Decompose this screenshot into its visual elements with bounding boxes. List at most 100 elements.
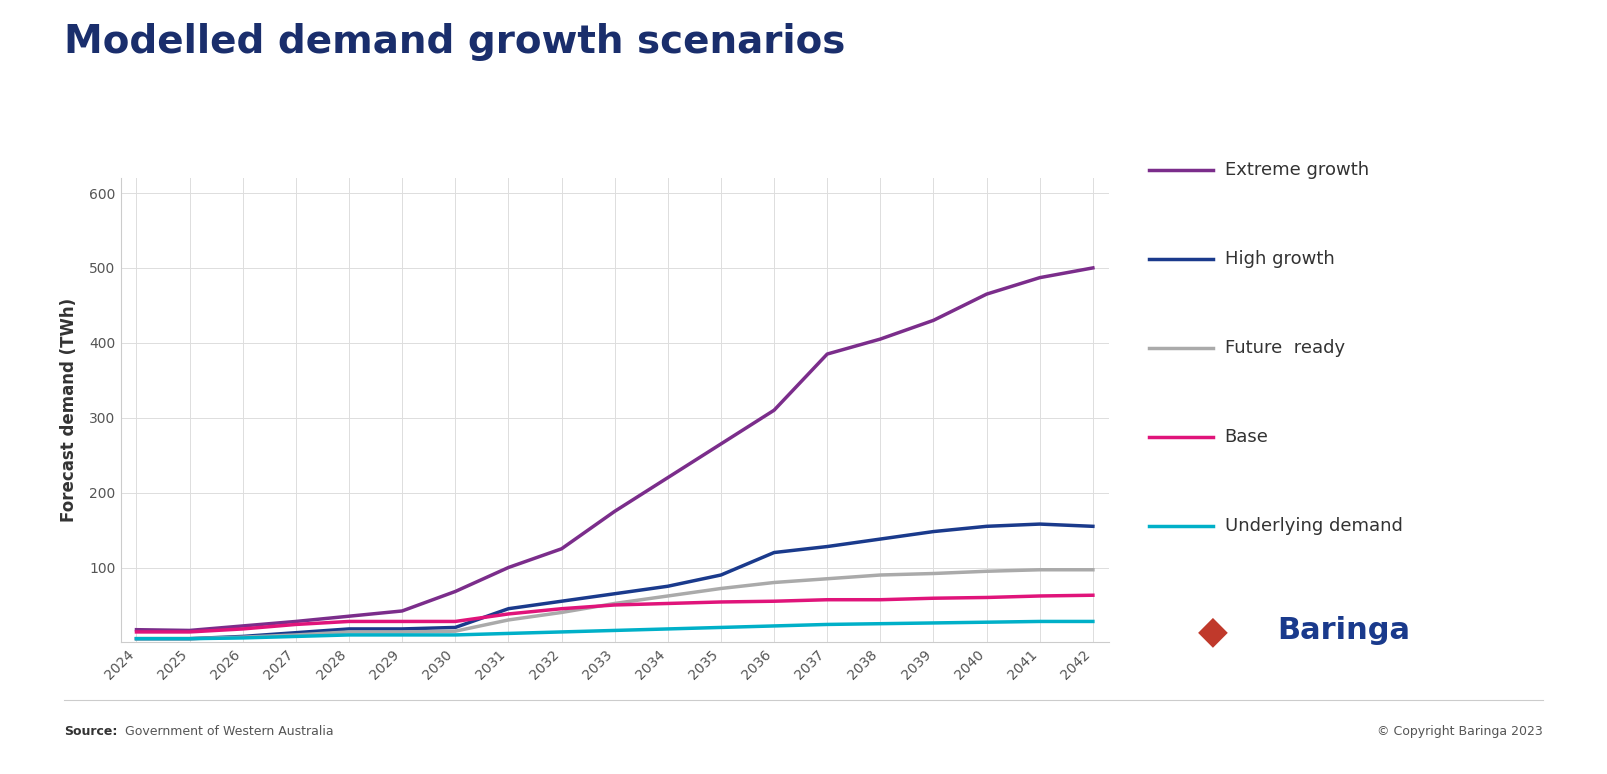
- Base: [286, 620, 305, 629]
- Base: [1083, 591, 1102, 600]
- Future  ready: [604, 599, 624, 608]
- High growth: [498, 604, 517, 613]
- High growth: [1030, 519, 1049, 529]
- Base: [339, 617, 358, 626]
- High growth: [233, 632, 252, 641]
- Base: [977, 593, 996, 602]
- Future  ready: [1083, 565, 1102, 574]
- Base: [1030, 591, 1049, 601]
- Line: High growth: High growth: [137, 524, 1093, 639]
- Underlying demand: [180, 634, 199, 643]
- Base: [498, 609, 517, 618]
- Future  ready: [977, 567, 996, 576]
- Base: [712, 598, 731, 607]
- Text: © Copyright Baringa 2023: © Copyright Baringa 2023: [1377, 725, 1543, 738]
- Base: [604, 601, 624, 610]
- Text: Extreme growth: Extreme growth: [1225, 161, 1369, 180]
- Future  ready: [180, 634, 199, 643]
- Base: [392, 617, 411, 626]
- Base: [871, 595, 890, 604]
- Underlying demand: [233, 633, 252, 642]
- Base: [551, 604, 570, 613]
- Future  ready: [551, 608, 570, 617]
- Future  ready: [286, 630, 305, 639]
- Underlying demand: [286, 632, 305, 641]
- Extreme growth: [1030, 273, 1049, 283]
- Extreme growth: [1083, 263, 1102, 272]
- Line: Base: Base: [137, 595, 1093, 632]
- Underlying demand: [1030, 617, 1049, 626]
- High growth: [180, 634, 199, 643]
- Underlying demand: [977, 618, 996, 627]
- Underlying demand: [924, 618, 943, 628]
- Base: [765, 597, 784, 606]
- Base: [659, 599, 678, 608]
- Extreme growth: [871, 334, 890, 344]
- Underlying demand: [818, 620, 837, 629]
- Underlying demand: [712, 623, 731, 632]
- Underlying demand: [1083, 617, 1102, 626]
- Future  ready: [818, 574, 837, 584]
- Base: [924, 594, 943, 603]
- High growth: [765, 548, 784, 557]
- Text: Future  ready: Future ready: [1225, 339, 1345, 358]
- Future  ready: [498, 615, 517, 625]
- Underlying demand: [445, 630, 464, 639]
- Future  ready: [924, 569, 943, 578]
- Base: [127, 627, 146, 636]
- Extreme growth: [180, 626, 199, 635]
- Y-axis label: Forecast demand (TWh): Forecast demand (TWh): [59, 298, 79, 522]
- Extreme growth: [924, 316, 943, 325]
- Future  ready: [127, 634, 146, 643]
- Future  ready: [765, 578, 784, 587]
- Base: [818, 595, 837, 604]
- Text: Baringa: Baringa: [1278, 616, 1411, 646]
- High growth: [659, 581, 678, 591]
- Text: Government of Western Australia: Government of Western Australia: [121, 725, 333, 738]
- Future  ready: [1030, 565, 1049, 574]
- High growth: [712, 570, 731, 580]
- Extreme growth: [551, 544, 570, 553]
- Extreme growth: [604, 507, 624, 516]
- Extreme growth: [712, 440, 731, 449]
- High growth: [871, 534, 890, 543]
- High growth: [286, 628, 305, 637]
- Extreme growth: [392, 606, 411, 615]
- Text: ◆: ◆: [1199, 611, 1228, 650]
- Underlying demand: [127, 634, 146, 643]
- Underlying demand: [604, 626, 624, 635]
- Future  ready: [392, 627, 411, 636]
- High growth: [127, 634, 146, 643]
- Extreme growth: [765, 406, 784, 415]
- Line: Future  ready: Future ready: [137, 570, 1093, 639]
- High growth: [604, 589, 624, 598]
- High growth: [339, 625, 358, 634]
- Underlying demand: [498, 628, 517, 638]
- High growth: [924, 527, 943, 536]
- Extreme growth: [445, 587, 464, 596]
- High growth: [977, 522, 996, 531]
- Text: Underlying demand: Underlying demand: [1225, 517, 1403, 536]
- High growth: [1083, 522, 1102, 531]
- Future  ready: [233, 632, 252, 642]
- Text: Modelled demand growth scenarios: Modelled demand growth scenarios: [64, 23, 845, 61]
- High growth: [818, 542, 837, 551]
- Text: High growth: High growth: [1225, 250, 1334, 269]
- Future  ready: [712, 584, 731, 593]
- Text: Base: Base: [1225, 428, 1268, 447]
- High growth: [392, 625, 411, 634]
- Future  ready: [445, 626, 464, 635]
- High growth: [445, 623, 464, 632]
- Future  ready: [871, 570, 890, 580]
- Extreme growth: [339, 611, 358, 621]
- Underlying demand: [392, 630, 411, 639]
- Underlying demand: [551, 627, 570, 636]
- Underlying demand: [871, 619, 890, 628]
- Future  ready: [339, 627, 358, 636]
- Line: Extreme growth: Extreme growth: [137, 268, 1093, 631]
- Extreme growth: [498, 563, 517, 572]
- Base: [233, 625, 252, 634]
- Underlying demand: [659, 625, 678, 634]
- Extreme growth: [977, 289, 996, 299]
- Extreme growth: [127, 625, 146, 635]
